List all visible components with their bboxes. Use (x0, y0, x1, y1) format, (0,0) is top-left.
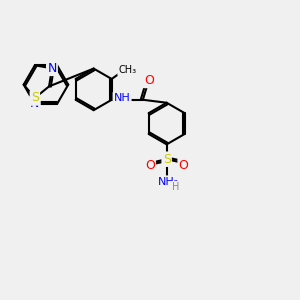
Text: N: N (47, 62, 57, 75)
Text: NH₂: NH₂ (158, 176, 179, 187)
Text: NH: NH (114, 93, 130, 103)
Text: O: O (144, 74, 154, 87)
Text: O: O (179, 159, 188, 172)
Text: O: O (145, 159, 155, 172)
Text: H: H (172, 182, 179, 192)
Text: S: S (31, 92, 39, 104)
Text: N: N (30, 98, 40, 110)
Text: CH₃: CH₃ (118, 65, 136, 75)
Text: S: S (163, 153, 171, 166)
